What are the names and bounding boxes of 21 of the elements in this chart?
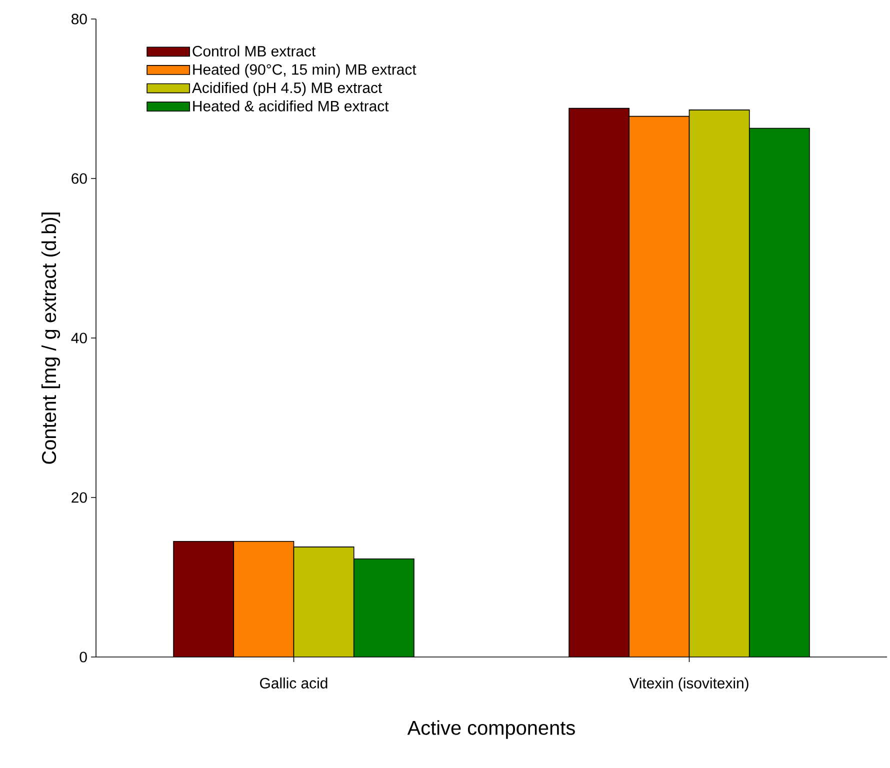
y-tick-label: 80 [72,14,87,24]
bar [748,128,810,657]
bar [568,108,630,657]
bar [628,116,690,657]
legend-label: Heated (90°C, 15 min) MB extract [193,64,416,78]
bar [354,558,414,657]
y-tick-label: 0 [80,652,87,662]
y-tick-label: 40 [71,332,87,344]
bar [234,541,294,657]
y-tick-label: 20 [72,492,87,503]
legend-label: Control MB extract [192,46,316,56]
legend-label: Heated & acidified MB extract [193,100,389,112]
y-axis-title: Content [mg / g extract (d.b)] [41,212,60,464]
legend-label: Acidified (pH 4.5) MB extract [192,82,382,96]
bar [294,546,354,657]
x-tick-label: Vitexin (isovitexin) [629,678,748,692]
x-axis-title: Active components [407,720,575,739]
x-tick-label: Gallic acid [260,678,328,688]
bar [174,541,234,657]
y-tick-label: 60 [72,173,87,184]
bar [688,110,750,657]
